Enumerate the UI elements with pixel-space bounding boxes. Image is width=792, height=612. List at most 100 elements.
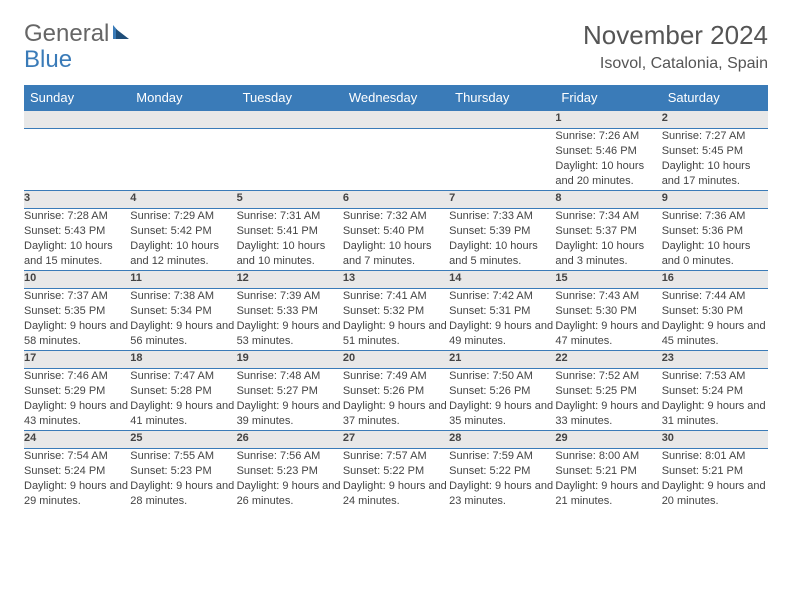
day-number-cell: 26 <box>237 431 343 449</box>
sunset-text: Sunset: 5:21 PM <box>662 464 768 479</box>
day-detail-cell <box>343 129 449 191</box>
daylight-text: Daylight: 9 hours and 58 minutes. <box>24 319 130 349</box>
day-number-cell: 3 <box>24 191 130 209</box>
sunrise-text: Sunrise: 7:36 AM <box>662 209 768 224</box>
day-number-cell: 25 <box>130 431 236 449</box>
sunrise-text: Sunrise: 7:32 AM <box>343 209 449 224</box>
day-number-cell: 24 <box>24 431 130 449</box>
sunrise-text: Sunrise: 7:27 AM <box>662 129 768 144</box>
day-detail-cell: Sunrise: 8:01 AMSunset: 5:21 PMDaylight:… <box>662 449 768 511</box>
day-number-cell: 1 <box>555 111 661 129</box>
day-number-cell: 28 <box>449 431 555 449</box>
day-number-cell <box>24 111 130 129</box>
day-detail-cell: Sunrise: 8:00 AMSunset: 5:21 PMDaylight:… <box>555 449 661 511</box>
day-detail-cell: Sunrise: 7:28 AMSunset: 5:43 PMDaylight:… <box>24 209 130 271</box>
day-number-cell: 15 <box>555 271 661 289</box>
day-number-cell: 20 <box>343 351 449 369</box>
day-number-cell: 10 <box>24 271 130 289</box>
daylight-text: Daylight: 9 hours and 49 minutes. <box>449 319 555 349</box>
sunset-text: Sunset: 5:33 PM <box>237 304 343 319</box>
sunrise-text: Sunrise: 7:31 AM <box>237 209 343 224</box>
day-number-cell: 13 <box>343 271 449 289</box>
location: Isovol, Catalonia, Spain <box>583 55 768 73</box>
month-title: November 2024 <box>583 20 768 51</box>
day-detail-cell: Sunrise: 7:52 AMSunset: 5:25 PMDaylight:… <box>555 369 661 431</box>
sunrise-text: Sunrise: 7:49 AM <box>343 369 449 384</box>
day-detail-cell <box>130 129 236 191</box>
day-detail-cell: Sunrise: 7:38 AMSunset: 5:34 PMDaylight:… <box>130 289 236 351</box>
daylight-text: Daylight: 9 hours and 41 minutes. <box>130 399 236 429</box>
sunset-text: Sunset: 5:36 PM <box>662 224 768 239</box>
day-number-cell <box>449 111 555 129</box>
day-number-cell: 23 <box>662 351 768 369</box>
day-detail-cell: Sunrise: 7:36 AMSunset: 5:36 PMDaylight:… <box>662 209 768 271</box>
day-detail-cell: Sunrise: 7:32 AMSunset: 5:40 PMDaylight:… <box>343 209 449 271</box>
sunrise-text: Sunrise: 7:53 AM <box>662 369 768 384</box>
sunset-text: Sunset: 5:26 PM <box>343 384 449 399</box>
day-number-cell: 7 <box>449 191 555 209</box>
daylight-text: Daylight: 9 hours and 45 minutes. <box>662 319 768 349</box>
daylight-text: Daylight: 10 hours and 3 minutes. <box>555 239 661 269</box>
sunset-text: Sunset: 5:21 PM <box>555 464 661 479</box>
sunset-text: Sunset: 5:22 PM <box>449 464 555 479</box>
sunset-text: Sunset: 5:31 PM <box>449 304 555 319</box>
weekday-header: Monday <box>130 85 236 111</box>
daynum-row: 12 <box>24 111 768 129</box>
daylight-text: Daylight: 10 hours and 0 minutes. <box>662 239 768 269</box>
logo-text-blue: Blue <box>24 46 72 74</box>
detail-row: Sunrise: 7:26 AMSunset: 5:46 PMDaylight:… <box>24 129 768 191</box>
day-number-cell: 8 <box>555 191 661 209</box>
daylight-text: Daylight: 9 hours and 51 minutes. <box>343 319 449 349</box>
day-detail-cell: Sunrise: 7:44 AMSunset: 5:30 PMDaylight:… <box>662 289 768 351</box>
sunset-text: Sunset: 5:25 PM <box>555 384 661 399</box>
logo-sail-icon <box>109 20 131 48</box>
day-number-cell <box>130 111 236 129</box>
day-detail-cell: Sunrise: 7:55 AMSunset: 5:23 PMDaylight:… <box>130 449 236 511</box>
sunrise-text: Sunrise: 7:42 AM <box>449 289 555 304</box>
daynum-row: 10111213141516 <box>24 271 768 289</box>
calendar-body: 12Sunrise: 7:26 AMSunset: 5:46 PMDayligh… <box>24 111 768 511</box>
sunrise-text: Sunrise: 7:47 AM <box>130 369 236 384</box>
sunrise-text: Sunrise: 7:54 AM <box>24 449 130 464</box>
sunrise-text: Sunrise: 7:39 AM <box>237 289 343 304</box>
sunrise-text: Sunrise: 7:37 AM <box>24 289 130 304</box>
day-number-cell: 21 <box>449 351 555 369</box>
day-detail-cell: Sunrise: 7:48 AMSunset: 5:27 PMDaylight:… <box>237 369 343 431</box>
daylight-text: Daylight: 9 hours and 37 minutes. <box>343 399 449 429</box>
day-detail-cell: Sunrise: 7:56 AMSunset: 5:23 PMDaylight:… <box>237 449 343 511</box>
day-detail-cell: Sunrise: 7:42 AMSunset: 5:31 PMDaylight:… <box>449 289 555 351</box>
day-detail-cell: Sunrise: 7:46 AMSunset: 5:29 PMDaylight:… <box>24 369 130 431</box>
calendar-header-row: SundayMondayTuesdayWednesdayThursdayFrid… <box>24 85 768 111</box>
sunrise-text: Sunrise: 7:38 AM <box>130 289 236 304</box>
day-detail-cell <box>24 129 130 191</box>
sunset-text: Sunset: 5:23 PM <box>130 464 236 479</box>
sunset-text: Sunset: 5:46 PM <box>555 144 661 159</box>
day-number-cell: 19 <box>237 351 343 369</box>
sunrise-text: Sunrise: 7:28 AM <box>24 209 130 224</box>
daylight-text: Daylight: 9 hours and 21 minutes. <box>555 479 661 509</box>
sunset-text: Sunset: 5:29 PM <box>24 384 130 399</box>
sunset-text: Sunset: 5:26 PM <box>449 384 555 399</box>
sunset-text: Sunset: 5:28 PM <box>130 384 236 399</box>
daynum-row: 3456789 <box>24 191 768 209</box>
weekday-header: Tuesday <box>237 85 343 111</box>
sunrise-text: Sunrise: 7:50 AM <box>449 369 555 384</box>
daylight-text: Daylight: 9 hours and 39 minutes. <box>237 399 343 429</box>
weekday-header: Thursday <box>449 85 555 111</box>
sunrise-text: Sunrise: 7:46 AM <box>24 369 130 384</box>
day-detail-cell: Sunrise: 7:31 AMSunset: 5:41 PMDaylight:… <box>237 209 343 271</box>
daylight-text: Daylight: 9 hours and 56 minutes. <box>130 319 236 349</box>
daylight-text: Daylight: 9 hours and 29 minutes. <box>24 479 130 509</box>
daylight-text: Daylight: 9 hours and 28 minutes. <box>130 479 236 509</box>
daylight-text: Daylight: 10 hours and 7 minutes. <box>343 239 449 269</box>
daylight-text: Daylight: 9 hours and 33 minutes. <box>555 399 661 429</box>
sunrise-text: Sunrise: 8:01 AM <box>662 449 768 464</box>
daylight-text: Daylight: 10 hours and 17 minutes. <box>662 159 768 189</box>
sunset-text: Sunset: 5:42 PM <box>130 224 236 239</box>
daynum-row: 24252627282930 <box>24 431 768 449</box>
weekday-header: Saturday <box>662 85 768 111</box>
calendar-table: SundayMondayTuesdayWednesdayThursdayFrid… <box>24 85 768 511</box>
logo: General <box>24 20 131 48</box>
sunset-text: Sunset: 5:22 PM <box>343 464 449 479</box>
weekday-header: Sunday <box>24 85 130 111</box>
